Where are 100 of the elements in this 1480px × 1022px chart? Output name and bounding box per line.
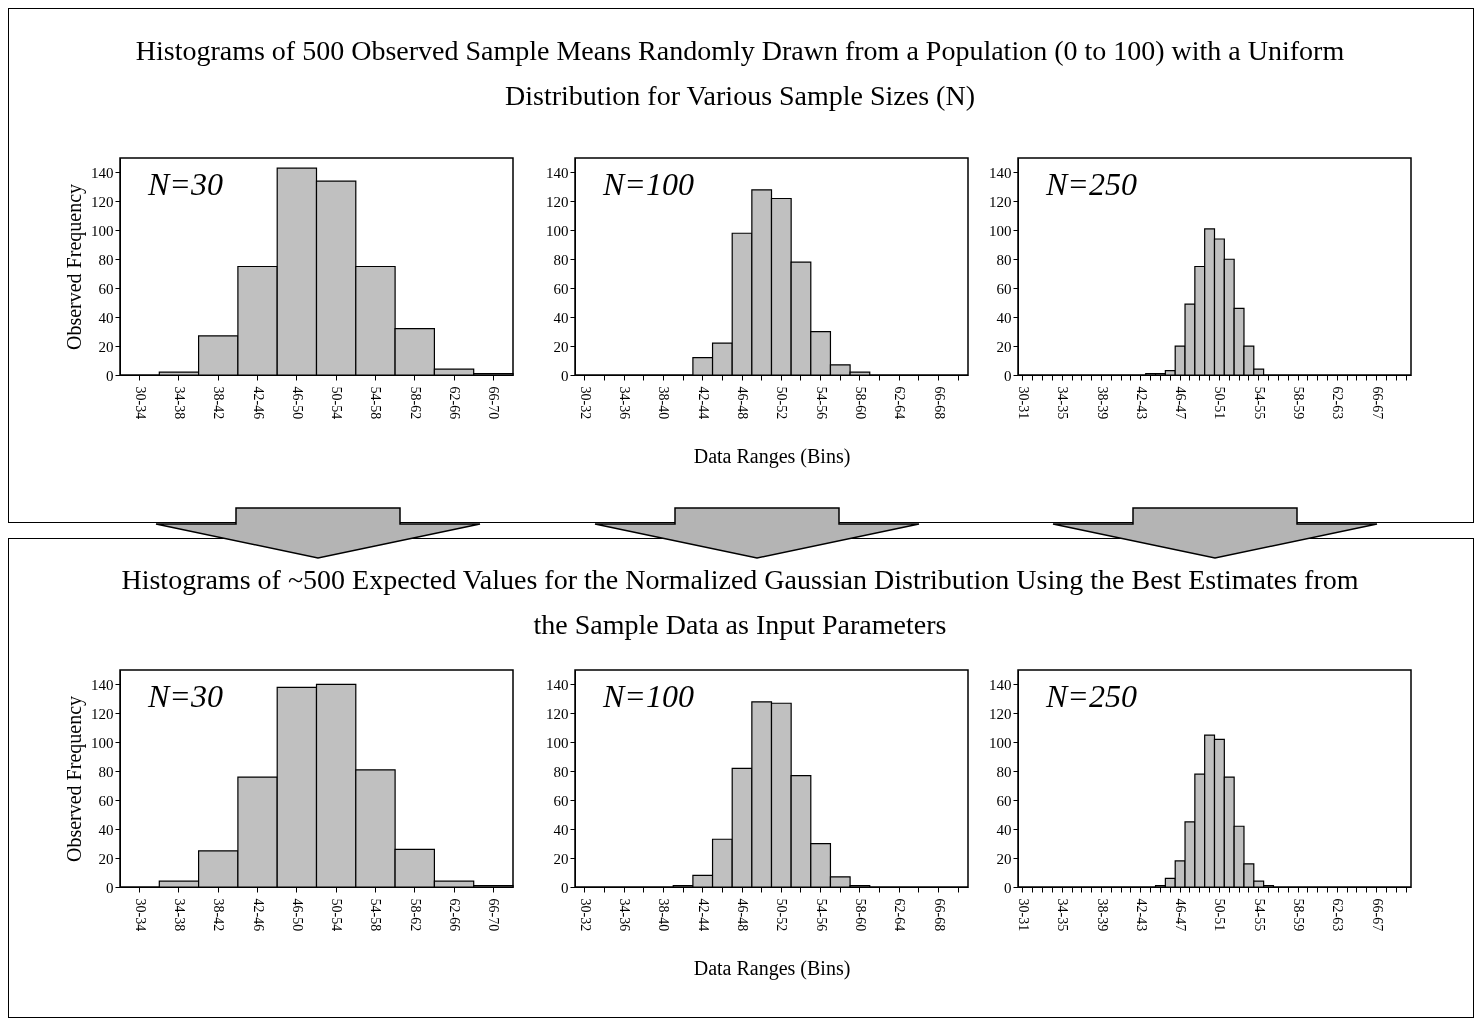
y-tick-label: 40 <box>996 821 1012 838</box>
x-tick-label: 62-64 <box>892 386 908 420</box>
y-tick-label: 0 <box>1004 367 1012 384</box>
x-tick-label: 46-50 <box>289 386 305 420</box>
x-tick-label: 38-42 <box>211 386 227 420</box>
x-tick-label: 30-32 <box>577 898 593 932</box>
y-tick-label: 40 <box>553 309 569 326</box>
y-tick-label: 80 <box>553 251 569 268</box>
x-tick-label: 46-48 <box>735 386 751 420</box>
x-tick-label: 58-62 <box>407 386 423 420</box>
x-tick-label: 54-56 <box>813 386 829 420</box>
x-tick-label: 54-55 <box>1251 386 1267 420</box>
y-tick-label: 120 <box>546 705 569 722</box>
x-tick-label: 30-31 <box>1015 386 1031 420</box>
x-tick-label: 34-36 <box>617 386 633 420</box>
x-tick-label: 58-60 <box>852 386 868 420</box>
x-tick-label: 30-34 <box>132 898 148 932</box>
y-tick-label: 100 <box>546 734 569 751</box>
x-tick-label: 66-68 <box>931 898 947 932</box>
y-tick-label: 0 <box>1004 879 1012 896</box>
x-tick-label: 66-67 <box>1369 386 1385 420</box>
y-tick-label: 60 <box>996 280 1012 297</box>
y-tick-label: 80 <box>553 763 569 780</box>
x-tick-label: 62-66 <box>447 386 463 420</box>
y-tick-label: 60 <box>996 792 1012 809</box>
y-tick-label: 40 <box>98 309 114 326</box>
x-tick-label: 30-31 <box>1015 898 1031 932</box>
y-tick-label: 140 <box>91 676 114 693</box>
x-tick-label: 30-34 <box>132 386 148 420</box>
x-tick-label: 38-39 <box>1094 386 1110 420</box>
annotation: N=100 <box>602 678 694 714</box>
x-tick-label: 62-63 <box>1330 386 1346 420</box>
y-tick-label: 60 <box>553 792 569 809</box>
x-tick-label: 58-62 <box>407 898 423 932</box>
y-axis-title: Observed Frequency <box>63 183 86 351</box>
y-tick-label: 20 <box>553 850 569 867</box>
x-tick-label: 62-66 <box>447 898 463 932</box>
y-tick-label: 20 <box>98 338 114 355</box>
y-tick-label: 20 <box>996 338 1012 355</box>
x-tick-label: 66-68 <box>931 386 947 420</box>
x-tick-label: 54-55 <box>1251 898 1267 932</box>
x-tick-label: 58-59 <box>1291 898 1307 932</box>
y-tick-label: 120 <box>91 193 114 210</box>
y-tick-label: 80 <box>98 763 114 780</box>
y-tick-label: 40 <box>98 821 114 838</box>
annotation: N=250 <box>1045 678 1137 714</box>
x-tick-label: 38-40 <box>656 898 672 932</box>
x-tick-label: 66-67 <box>1369 898 1385 932</box>
y-tick-label: 140 <box>91 164 114 181</box>
x-tick-label: 34-38 <box>171 898 187 932</box>
y-tick-label: 100 <box>91 222 114 239</box>
x-tick-label: 42-43 <box>1133 898 1149 932</box>
y-tick-label: 20 <box>553 338 569 355</box>
y-tick-label: 120 <box>546 193 569 210</box>
x-tick-label: 34-38 <box>171 386 187 420</box>
x-tick-label: 38-40 <box>656 386 672 420</box>
y-tick-label: 40 <box>996 309 1012 326</box>
x-tick-label: 54-56 <box>813 898 829 932</box>
y-tick-label: 80 <box>98 251 114 268</box>
x-tick-label: 62-64 <box>892 898 908 932</box>
y-tick-label: 80 <box>996 763 1012 780</box>
x-tick-label: 42-46 <box>250 386 266 420</box>
y-tick-label: 20 <box>98 850 114 867</box>
x-tick-label: 50-51 <box>1212 386 1228 420</box>
y-axis-title: Observed Frequency <box>63 695 86 863</box>
y-tick-label: 100 <box>91 734 114 751</box>
y-tick-label: 140 <box>546 676 569 693</box>
y-tick-label: 20 <box>996 850 1012 867</box>
x-tick-label: 42-44 <box>695 386 711 420</box>
x-tick-label: 50-52 <box>774 386 790 420</box>
y-tick-label: 80 <box>996 251 1012 268</box>
x-tick-label: 58-59 <box>1291 386 1307 420</box>
annotation: N=100 <box>602 166 694 202</box>
x-tick-label: 46-47 <box>1173 898 1189 932</box>
x-tick-label: 50-54 <box>329 898 345 932</box>
y-tick-label: 0 <box>106 367 114 384</box>
y-tick-label: 60 <box>553 280 569 297</box>
x-tick-label: 46-48 <box>735 898 751 932</box>
y-tick-label: 60 <box>98 792 114 809</box>
x-tick-label: 30-32 <box>577 386 593 420</box>
annotation: N=30 <box>147 166 223 202</box>
text: Histograms of 500 Observed Sample Means Randomly Drawn from a Population (0 to 100) with a Uniform Distribution for Various Sample Sizes (N) <box>134 34 1346 113</box>
y-tick-label: 0 <box>106 879 114 896</box>
x-tick-label: 42-44 <box>695 898 711 932</box>
y-tick-label: 100 <box>989 734 1012 751</box>
x-tick-label: 62-63 <box>1330 898 1346 932</box>
y-tick-label: 140 <box>989 676 1012 693</box>
x-tick-label: 34-35 <box>1055 898 1071 932</box>
x-tick-label: 38-39 <box>1094 898 1110 932</box>
y-tick-label: 120 <box>989 705 1012 722</box>
y-tick-label: 100 <box>989 222 1012 239</box>
x-tick-label: 50-51 <box>1212 898 1228 932</box>
x-tick-label: 42-43 <box>1133 386 1149 420</box>
x-tick-label: 46-50 <box>289 898 305 932</box>
x-tick-label: 66-70 <box>486 386 502 420</box>
annotation: N=250 <box>1045 166 1137 202</box>
x-axis-title: Data Ranges (Bins) <box>693 957 851 981</box>
x-tick-label: 54-58 <box>368 386 384 420</box>
y-tick-label: 100 <box>546 222 569 239</box>
y-tick-label: 40 <box>553 821 569 838</box>
